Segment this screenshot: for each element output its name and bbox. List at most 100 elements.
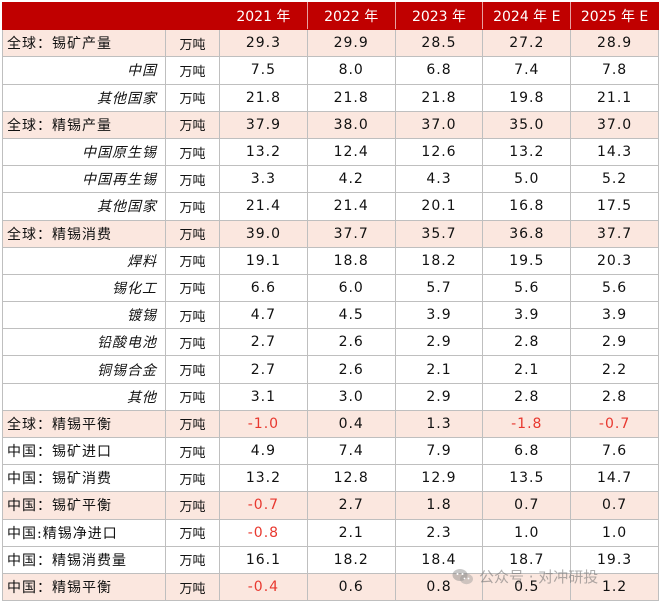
- value-cell: 2.7: [306, 491, 396, 520]
- row-label: 全球：精锡平衡: [2, 409, 166, 439]
- row-unit: 万吨: [165, 83, 220, 112]
- row-unit: 万吨: [165, 464, 220, 493]
- row-label: 其他国家: [2, 83, 166, 112]
- value-cell: 1.0: [570, 518, 659, 547]
- watermark: 公众号 · 对冲研投: [452, 566, 598, 587]
- value-cell: 6.6: [219, 273, 308, 303]
- value-cell: 2.7: [219, 328, 308, 357]
- value-cell: 2.7: [219, 355, 308, 384]
- row-unit: 万吨: [165, 572, 220, 602]
- value-cell: 18.2: [394, 246, 484, 275]
- value-cell: 7.5: [219, 56, 308, 85]
- table-row: 其他国家 万吨 21.4 21.4 20.1 16.8 17.5: [2, 192, 659, 221]
- value-cell: 18.8: [306, 246, 396, 275]
- row-label: 中国原生锡: [2, 137, 166, 167]
- value-cell: 19.8: [482, 83, 572, 112]
- value-cell: 2.6: [306, 328, 396, 357]
- value-cell: 3.9: [570, 301, 659, 330]
- value-cell: 2.9: [570, 328, 659, 357]
- value-cell: 13.2: [219, 464, 308, 493]
- value-cell: 20.1: [394, 192, 484, 221]
- value-cell: 39.0: [219, 219, 308, 248]
- value-cell: 37.7: [570, 219, 659, 248]
- value-cell: 8.0: [306, 56, 396, 85]
- value-cell: 19.3: [570, 545, 659, 574]
- value-cell: 2.8: [482, 328, 572, 357]
- value-cell: 4.3: [394, 165, 484, 194]
- header-label-cell: [2, 1, 166, 31]
- table-row: 其他 万吨 3.1 3.0 2.9 2.8 2.8: [2, 382, 659, 411]
- value-cell: 2.1: [306, 518, 396, 547]
- value-cell: 27.2: [482, 29, 572, 58]
- value-cell: 0.6: [306, 572, 396, 602]
- table-row: 中国再生锡 万吨 3.3 4.2 4.3 5.0 5.2: [2, 165, 659, 194]
- row-unit: 万吨: [165, 491, 220, 520]
- row-label: 锡化工: [2, 273, 166, 303]
- value-cell: 1.8: [394, 491, 484, 520]
- value-cell: -0.8: [219, 518, 308, 547]
- header-year: 2024 年 E: [482, 1, 572, 31]
- value-cell: 2.8: [482, 382, 572, 411]
- value-cell: 7.4: [482, 56, 572, 85]
- value-cell: 29.3: [219, 29, 308, 58]
- table-row: 焊料 万吨 19.1 18.8 18.2 19.5 20.3: [2, 246, 659, 275]
- value-cell: 5.7: [394, 273, 484, 303]
- value-cell: 14.7: [570, 464, 659, 493]
- row-unit: 万吨: [165, 110, 220, 139]
- value-cell: 37.0: [394, 110, 484, 139]
- value-cell: 7.6: [570, 436, 659, 466]
- value-cell: -1.8: [482, 409, 572, 439]
- value-cell: 21.1: [570, 83, 659, 112]
- row-unit: 万吨: [165, 137, 220, 167]
- value-cell: 35.0: [482, 110, 572, 139]
- value-cell: 28.9: [570, 29, 659, 58]
- value-cell: 7.9: [394, 436, 484, 466]
- value-cell: -0.7: [219, 491, 308, 520]
- row-label: 中国：锡矿消费: [2, 464, 166, 493]
- value-cell: 21.8: [219, 83, 308, 112]
- value-cell: 12.4: [306, 137, 396, 167]
- value-cell: 29.9: [306, 29, 396, 58]
- value-cell: 12.9: [394, 464, 484, 493]
- row-label: 全球：精锡产量: [2, 110, 166, 139]
- value-cell: 16.1: [219, 545, 308, 574]
- wechat-icon: [452, 568, 474, 586]
- value-cell: 1.3: [394, 409, 484, 439]
- value-cell: 7.4: [306, 436, 396, 466]
- header-year: 2021 年: [219, 1, 308, 31]
- row-unit: 万吨: [165, 355, 220, 384]
- value-cell: 0.7: [570, 491, 659, 520]
- value-cell: 4.9: [219, 436, 308, 466]
- value-cell: 1.2: [570, 572, 659, 602]
- value-cell: 17.5: [570, 192, 659, 221]
- value-cell: 37.7: [306, 219, 396, 248]
- value-cell: 19.1: [219, 246, 308, 275]
- value-cell: 36.8: [482, 219, 572, 248]
- value-cell: 21.8: [394, 83, 484, 112]
- value-cell: 2.9: [394, 328, 484, 357]
- table-row: 全球：精锡产量 万吨 37.9 38.0 37.0 35.0 37.0: [2, 110, 659, 139]
- value-cell: 6.8: [394, 56, 484, 85]
- value-cell: 20.3: [570, 246, 659, 275]
- row-unit: 万吨: [165, 165, 220, 194]
- value-cell: 3.9: [394, 301, 484, 330]
- row-label: 全球：锡矿产量: [2, 29, 166, 58]
- value-cell: 13.5: [482, 464, 572, 493]
- table-row: 中国：精锡平衡 万吨 -0.4 0.6 0.8 0.5 1.2: [2, 572, 659, 602]
- value-cell: -0.7: [570, 409, 659, 439]
- row-label: 全球：精锡消费: [2, 219, 166, 248]
- watermark-text: 公众号 · 对冲研投: [479, 568, 599, 586]
- row-unit: 万吨: [165, 436, 220, 466]
- row-unit: 万吨: [165, 545, 220, 574]
- table-row: 中国 万吨 7.5 8.0 6.8 7.4 7.8: [2, 56, 659, 85]
- header-unit-cell: [165, 1, 220, 31]
- row-unit: 万吨: [165, 328, 220, 357]
- row-label: 中国：精锡消费量: [2, 545, 166, 574]
- table-row: 全球：精锡消费 万吨 39.0 37.7 35.7 36.8 37.7: [2, 219, 659, 248]
- value-cell: 2.1: [394, 355, 484, 384]
- table-row: 铅酸电池 万吨 2.7 2.6 2.9 2.8 2.9: [2, 328, 659, 357]
- row-unit: 万吨: [165, 382, 220, 411]
- row-unit: 万吨: [165, 219, 220, 248]
- row-label: 中国: [2, 56, 166, 85]
